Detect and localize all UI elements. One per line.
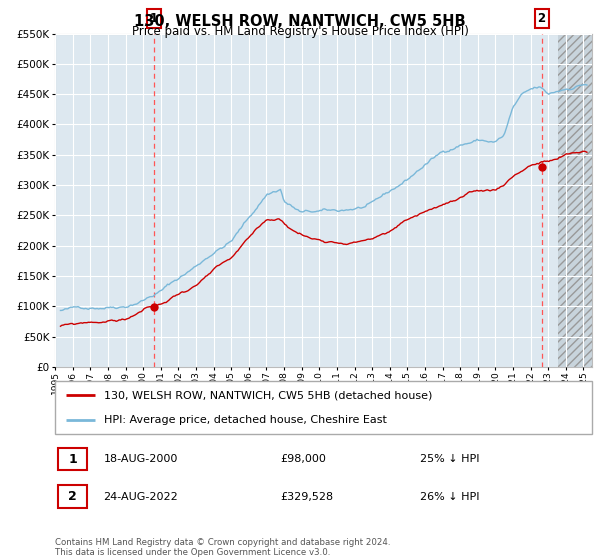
Text: 26% ↓ HPI: 26% ↓ HPI	[421, 492, 480, 502]
Text: Price paid vs. HM Land Registry's House Price Index (HPI): Price paid vs. HM Land Registry's House …	[131, 25, 469, 38]
Text: £329,528: £329,528	[281, 492, 334, 502]
Text: 2: 2	[538, 12, 545, 25]
Text: 2: 2	[68, 491, 77, 503]
FancyBboxPatch shape	[55, 381, 592, 434]
Text: 1: 1	[150, 12, 158, 25]
Bar	[559, 34, 592, 367]
Text: 130, WELSH ROW, NANTWICH, CW5 5HB (detached house): 130, WELSH ROW, NANTWICH, CW5 5HB (detac…	[104, 390, 432, 400]
Text: 24-AUG-2022: 24-AUG-2022	[104, 492, 178, 502]
Text: 1: 1	[68, 452, 77, 465]
Text: £98,000: £98,000	[281, 454, 326, 464]
FancyBboxPatch shape	[58, 447, 88, 470]
FancyBboxPatch shape	[58, 486, 88, 508]
Text: 130, WELSH ROW, NANTWICH, CW5 5HB: 130, WELSH ROW, NANTWICH, CW5 5HB	[134, 14, 466, 29]
Text: HPI: Average price, detached house, Cheshire East: HPI: Average price, detached house, Ches…	[104, 414, 386, 424]
Text: 25% ↓ HPI: 25% ↓ HPI	[421, 454, 480, 464]
Text: Contains HM Land Registry data © Crown copyright and database right 2024.
This d: Contains HM Land Registry data © Crown c…	[55, 538, 391, 557]
Text: 18-AUG-2000: 18-AUG-2000	[104, 454, 178, 464]
